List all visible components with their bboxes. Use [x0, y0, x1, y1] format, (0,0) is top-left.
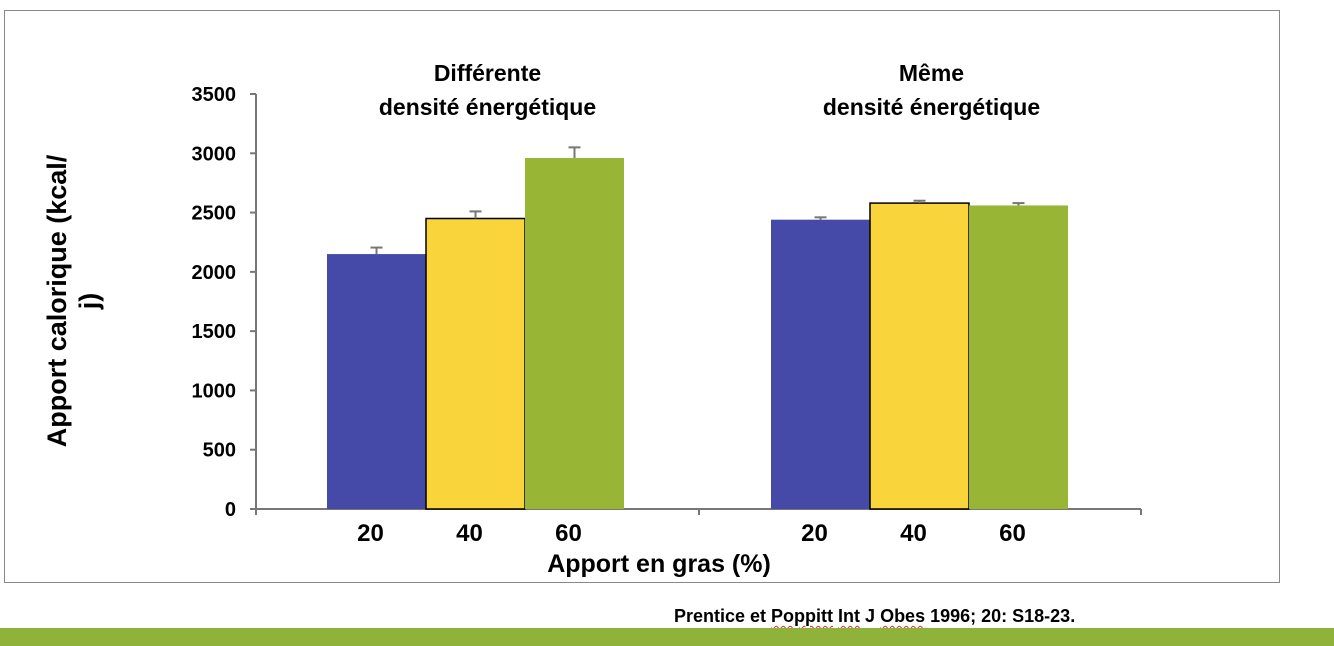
citation-author2: Poppitt	[771, 606, 834, 626]
citation-prefix: Prentice et	[674, 606, 772, 626]
labels: 0 500 1000 1500 2000 2500 3000 3500 20 40 60 Différ…	[42, 60, 1040, 578]
y-axis-label-line1: Apport calorique (kcal/	[42, 154, 72, 447]
bar-1-40	[425, 217, 526, 510]
y-tick-label: 2500	[192, 203, 237, 225]
group-title-line2: densité énergétique	[823, 94, 1040, 120]
x-tick-label: 40	[900, 520, 927, 547]
bar-1-60	[525, 158, 624, 509]
x-tick-label: 20	[801, 520, 828, 547]
y-tick-label: 1500	[192, 321, 237, 343]
bar-2-40	[869, 202, 970, 510]
x-tick-label: 60	[999, 520, 1026, 547]
bar-2-20	[771, 219, 870, 509]
chart-frame: 0 500 1000 1500 2000 2500 3000 3500 20 40 60 Différ…	[4, 10, 1280, 583]
y-tick-label: 500	[203, 440, 236, 462]
citation-journal2: Obes	[880, 606, 926, 626]
citation: Prentice et Poppitt Int J Obes 1996; 20:…	[674, 606, 1075, 627]
footer-band	[0, 628, 1334, 646]
group-title-line1: Différente	[434, 60, 541, 86]
y-axis-label-line2: j)	[74, 293, 104, 311]
x-axis-label: Apport en gras (%)	[547, 550, 771, 578]
bar-chart: 0 500 1000 1500 2000 2500 3000 3500 20 40 60 Différ…	[42, 60, 1142, 578]
x-tick-label: 20	[357, 520, 384, 547]
y-tick-label: 3000	[192, 143, 237, 165]
bars	[327, 146, 1068, 510]
y-tick-label: 3500	[192, 84, 237, 106]
group-title-line1: Même	[899, 60, 964, 86]
y-axis-label: Apport calorique (kcal/j)	[42, 154, 104, 447]
y-tick-label: 0	[225, 499, 236, 521]
bar-2-60	[969, 205, 1068, 509]
x-tick-label: 40	[456, 520, 483, 547]
citation-mid2: J	[860, 606, 881, 626]
x-tick-label: 60	[555, 520, 582, 547]
citation-suffix: 1996; 20: S18-23.	[925, 606, 1076, 626]
citation-journal1: Int	[838, 606, 861, 626]
y-tick-label: 1000	[192, 380, 237, 402]
bar-1-20	[327, 254, 426, 509]
y-tick-label: 2000	[192, 262, 237, 284]
group-title-line2: densité énergétique	[379, 94, 596, 120]
